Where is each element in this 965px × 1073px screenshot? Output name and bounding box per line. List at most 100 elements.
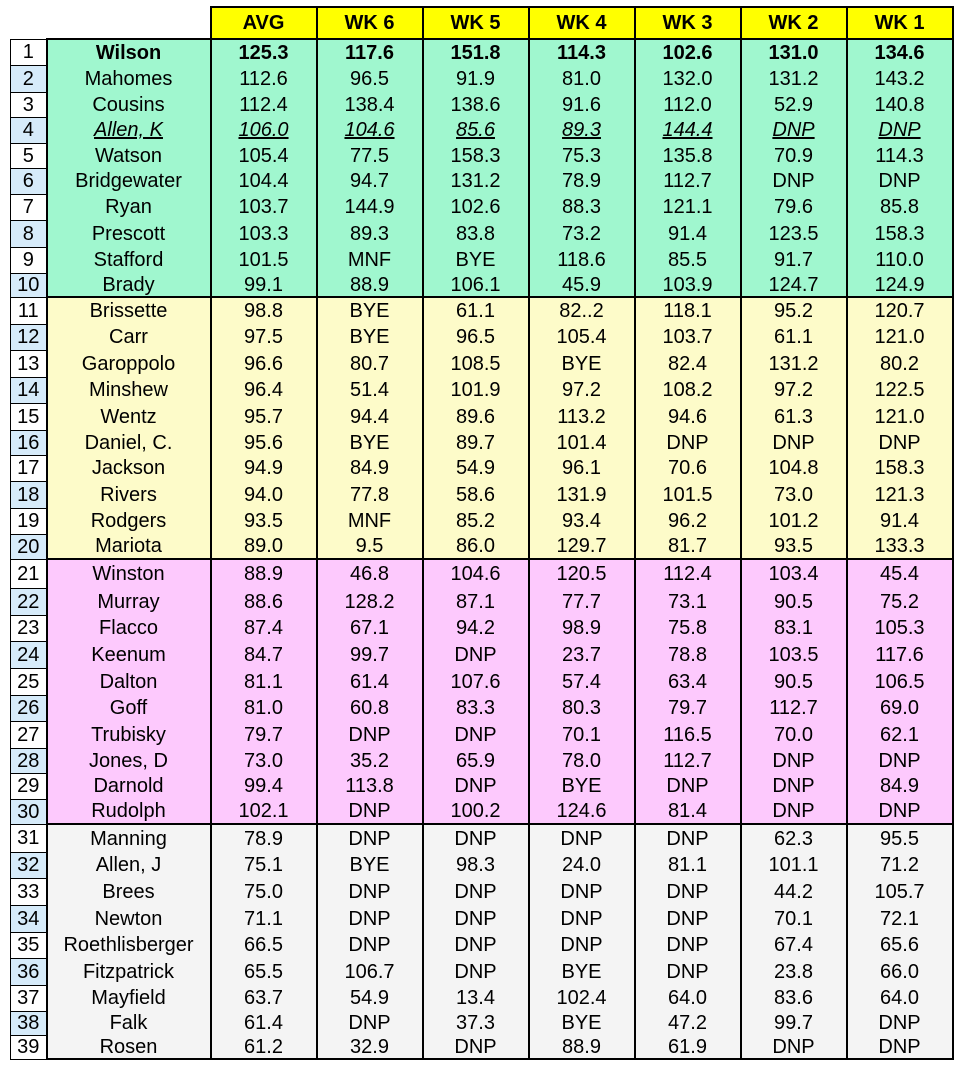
avg-cell: 79.7 — [209, 721, 318, 748]
table-row: 30 Rudolph 102.1 DNP 100.2 124.6 81.4 DNP DNP — [10, 798, 954, 825]
wk4-cell: 105.4 — [527, 324, 636, 350]
table-row: 31 Manning 78.9 DNP DNP DNP DNP 62.3 95.5 — [10, 823, 954, 853]
wk3-cell: 101.5 — [633, 481, 742, 508]
wk6-cell: 94.4 — [315, 403, 424, 430]
wk5-cell: 83.8 — [421, 220, 530, 247]
avg-cell: 78.9 — [209, 823, 318, 852]
avg-cell: 75.0 — [209, 878, 318, 905]
rank-cell: 39 — [10, 1034, 47, 1060]
wk1-cell: 140.8 — [845, 92, 954, 117]
wk5-cell: 85.6 — [421, 117, 530, 143]
wk6-cell: 77.5 — [315, 143, 424, 168]
wk3-cell: 94.6 — [633, 403, 742, 430]
wk6-cell: 67.1 — [315, 615, 424, 641]
wk1-cell: 110.0 — [845, 247, 954, 273]
avg-cell: 104.4 — [209, 168, 318, 194]
wk2-cell: 103.4 — [739, 558, 848, 588]
rank-cell: 13 — [10, 349, 47, 378]
wk1-cell: 95.5 — [845, 823, 954, 852]
wk4-cell: 89.3 — [527, 117, 636, 143]
wk5-cell: DNP — [421, 721, 530, 748]
avg-cell: 99.4 — [209, 773, 318, 799]
avg-cell: 106.0 — [209, 117, 318, 143]
wk5-cell: 89.6 — [421, 403, 530, 430]
rank-cell: 17 — [10, 454, 47, 482]
rank-cell: 8 — [10, 219, 47, 248]
table-row: 36 Fitzpatrick 65.5 106.7 DNP BYE DNP 23.8 66.0 — [10, 957, 954, 986]
rank-cell: 31 — [10, 823, 47, 853]
wk5-cell: DNP — [421, 1035, 530, 1060]
wk6-cell: 104.6 — [315, 117, 424, 143]
rank-cell: 11 — [10, 296, 47, 325]
wk5-cell: 151.8 — [421, 38, 530, 65]
player-name-cell: Darnold — [45, 773, 212, 799]
wk2-cell: 124.7 — [739, 273, 848, 298]
wk6-cell: 96.5 — [315, 65, 424, 92]
wk1-cell: 105.3 — [845, 615, 954, 641]
wk6-cell: 54.9 — [315, 985, 424, 1011]
table-row: 6 Bridgewater 104.4 94.7 131.2 78.9 112.7 DNP DN… — [10, 167, 954, 195]
wk2-cell: 103.5 — [739, 641, 848, 668]
rank-cell: 35 — [10, 931, 47, 959]
avg-cell: 81.1 — [209, 668, 318, 695]
rank-cell: 36 — [10, 957, 47, 986]
wk3-cell: 112.7 — [633, 168, 742, 194]
wk2-cell: 112.7 — [739, 695, 848, 721]
wk3-cell: 96.2 — [633, 508, 742, 534]
wk6-cell: DNP — [315, 878, 424, 905]
avg-cell: 95.6 — [209, 430, 318, 455]
avg-cell: 101.5 — [209, 247, 318, 273]
wk6-cell: 84.9 — [315, 455, 424, 481]
wk3-cell: 116.5 — [633, 721, 742, 748]
wk5-cell: 58.6 — [421, 481, 530, 508]
wk2-cell: 104.8 — [739, 455, 848, 481]
wk5-cell: 89.7 — [421, 430, 530, 455]
player-name-cell: Murray — [45, 588, 212, 615]
wk6-cell: DNP — [315, 1011, 424, 1035]
wk3-cell: 103.7 — [633, 324, 742, 350]
wk2-cell: 83.1 — [739, 615, 848, 641]
wk2-cell: 90.5 — [739, 588, 848, 615]
wk2-cell: 123.5 — [739, 220, 848, 247]
wk2-cell: DNP — [739, 748, 848, 773]
rank-cell: 16 — [10, 429, 47, 456]
wk1-cell: 122.5 — [845, 377, 954, 403]
table-row: 5 Watson 105.4 77.5 158.3 75.3 135.8 70.9 114.3 — [10, 142, 954, 169]
wk2-cell: 44.2 — [739, 878, 848, 905]
player-name-cell: Flacco — [45, 615, 212, 641]
header-wk2: WK 2 — [739, 6, 848, 40]
wk4-cell: 97.2 — [527, 377, 636, 403]
wk2-cell: 99.7 — [739, 1011, 848, 1035]
wk2-cell: 73.0 — [739, 481, 848, 508]
wk3-cell: 47.2 — [633, 1011, 742, 1035]
player-name-cell: Stafford — [45, 247, 212, 273]
rank-cell: 21 — [10, 558, 47, 589]
table-row: 7 Ryan 103.7 144.9 102.6 88.3 121.1 79.6 85.8 — [10, 193, 954, 221]
wk4-cell: 45.9 — [527, 273, 636, 298]
wk2-cell: 83.6 — [739, 985, 848, 1011]
wk1-cell: 121.3 — [845, 481, 954, 508]
table-row: 19 Rodgers 93.5 MNF 85.2 93.4 96.2 101.2 91.4 — [10, 507, 954, 535]
wk3-cell: 85.5 — [633, 247, 742, 273]
wk5-cell: 101.9 — [421, 377, 530, 403]
player-name-cell: Wilson — [45, 38, 212, 65]
header-blank-name — [46, 7, 211, 39]
wk1-cell: 134.6 — [845, 38, 954, 65]
wk6-cell: DNP — [315, 799, 424, 825]
wk4-cell: 96.1 — [527, 455, 636, 481]
player-name-cell: Rosen — [45, 1035, 212, 1060]
avg-cell: 98.8 — [209, 296, 318, 324]
wk3-cell: 121.1 — [633, 194, 742, 220]
wk4-cell: 24.0 — [527, 852, 636, 878]
table-row: 25 Dalton 81.1 61.4 107.6 57.4 63.4 90.5 106.5 — [10, 667, 954, 696]
wk5-cell: BYE — [421, 247, 530, 273]
wk2-cell: 70.1 — [739, 905, 848, 932]
player-name-cell: Winston — [45, 558, 212, 588]
wk3-cell: DNP — [633, 932, 742, 958]
wk1-cell: DNP — [845, 799, 954, 825]
header-row: AVG WK 6 WK 5 WK 4 WK 3 WK 2 WK 1 — [10, 6, 954, 40]
wk1-cell: 158.3 — [845, 455, 954, 481]
wk1-cell: 65.6 — [845, 932, 954, 958]
wk6-cell: 77.8 — [315, 481, 424, 508]
wk2-cell: DNP — [739, 430, 848, 455]
